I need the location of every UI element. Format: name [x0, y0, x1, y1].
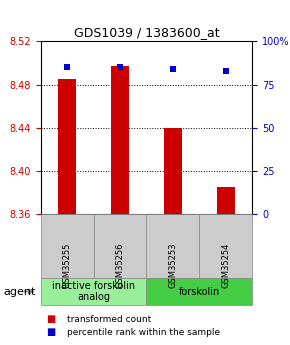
Text: GSM35256: GSM35256: [115, 243, 124, 288]
Bar: [58, 79, 76, 214]
Title: GDS1039 / 1383600_at: GDS1039 / 1383600_at: [74, 26, 219, 39]
Bar: [111, 66, 129, 214]
Text: agent: agent: [3, 287, 35, 296]
Text: inactive forskolin
analog: inactive forskolin analog: [52, 281, 135, 302]
Bar: [217, 187, 235, 214]
Text: ■: ■: [46, 327, 56, 337]
Text: ■: ■: [46, 314, 56, 324]
Text: GSM35255: GSM35255: [63, 243, 72, 288]
Text: percentile rank within the sample: percentile rank within the sample: [67, 328, 220, 337]
Text: transformed count: transformed count: [67, 315, 151, 324]
Text: GSM35253: GSM35253: [168, 243, 177, 288]
Text: GSM35254: GSM35254: [221, 243, 230, 288]
Text: forskolin: forskolin: [179, 287, 220, 296]
Bar: [164, 128, 182, 214]
